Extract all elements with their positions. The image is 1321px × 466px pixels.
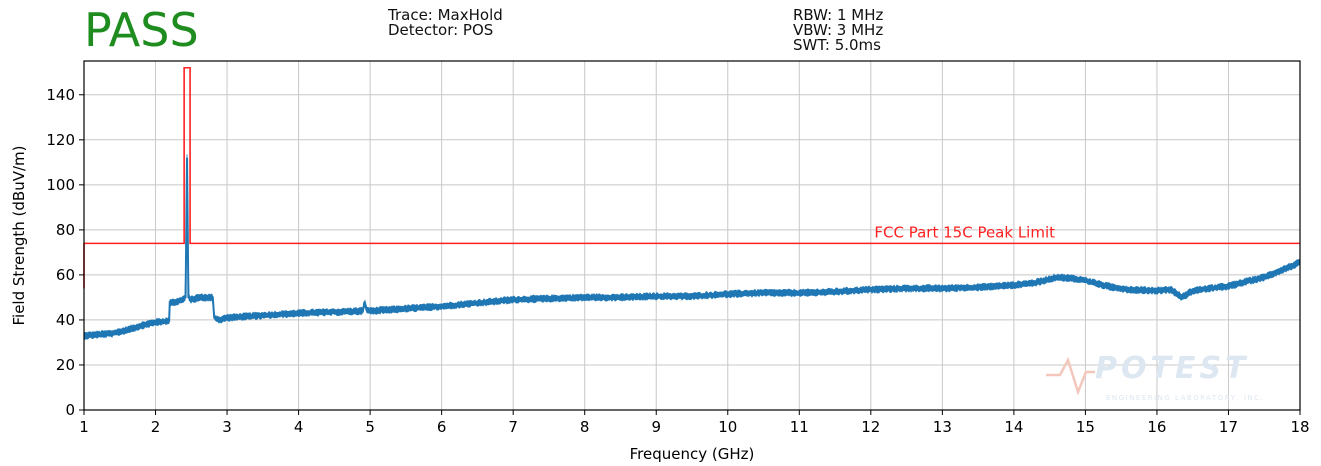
rbw-setting: RBW: 1 MHz (793, 6, 884, 24)
y-tick-label: 0 (65, 401, 75, 419)
x-tick-label: 4 (294, 418, 304, 436)
plot-frame (83, 60, 1301, 411)
y-tick-label: 80 (56, 221, 75, 239)
y-tick-label: 20 (56, 356, 75, 374)
x-tick-label: 12 (861, 418, 880, 436)
x-tick-label: 6 (437, 418, 447, 436)
limit-line-group (83, 66, 1300, 289)
y-axis-ticks: 0 20 40 60 80 100 120 140 (46, 86, 84, 419)
y-tick-label: 100 (46, 176, 75, 194)
x-axis-label: Frequency (GHz) (630, 445, 755, 463)
x-tick-label: 7 (508, 418, 518, 436)
x-tick-label: 10 (718, 418, 737, 436)
x-tick-label: 18 (1290, 418, 1309, 436)
trace-noise-band (83, 154, 1301, 340)
y-tick-label: 140 (46, 86, 75, 104)
potest-watermark: POTEST ENGINEERING LABORATORY, INC. (1046, 351, 1264, 402)
x-tick-label: 14 (1004, 418, 1023, 436)
bandwidth-settings: RBW: 1 MHz VBW: 3 MHz SWT: 5.0ms (793, 8, 883, 53)
x-tick-label: 13 (933, 418, 952, 436)
y-tick-label: 120 (46, 131, 75, 149)
trace-group (83, 154, 1301, 340)
y-axis-label: Field Strength (dBuV/m) (10, 146, 28, 326)
detector-mode: Detector: POS (388, 21, 494, 39)
pass-status: PASS (84, 3, 199, 57)
vbw-setting: VBW: 3 MHz (793, 21, 884, 39)
sweep-time-setting: SWT: 5.0ms (793, 36, 881, 54)
trace-line (83, 157, 1301, 337)
x-tick-label: 16 (1147, 418, 1166, 436)
trace-mode: Trace: MaxHold (388, 6, 503, 24)
x-tick-label: 5 (365, 418, 375, 436)
y-tick-label: 60 (56, 266, 75, 284)
limit-line-label: FCC Part 15C Peak Limit (874, 223, 1055, 241)
x-axis-ticks: 1 2 3 4 5 6 7 8 9 10 11 12 13 14 15 16 17 18 (79, 410, 1310, 436)
watermark-tagline: ENGINEERING LABORATORY, INC. (1106, 394, 1264, 402)
potest-logo-icon (1046, 356, 1095, 396)
x-tick-label: 8 (580, 418, 590, 436)
x-tick-label: 2 (151, 418, 161, 436)
x-tick-label: 15 (1076, 418, 1095, 436)
watermark-brand: POTEST (1095, 351, 1250, 386)
x-tick-label: 3 (222, 418, 232, 436)
x-tick-label: 11 (790, 418, 809, 436)
trace-settings: Trace: MaxHold Detector: POS (388, 8, 503, 38)
x-tick-label: 1 (79, 418, 89, 436)
y-tick-label: 40 (56, 311, 75, 329)
limit-line (83, 66, 1300, 289)
x-tick-label: 9 (651, 418, 661, 436)
x-tick-label: 17 (1219, 418, 1238, 436)
